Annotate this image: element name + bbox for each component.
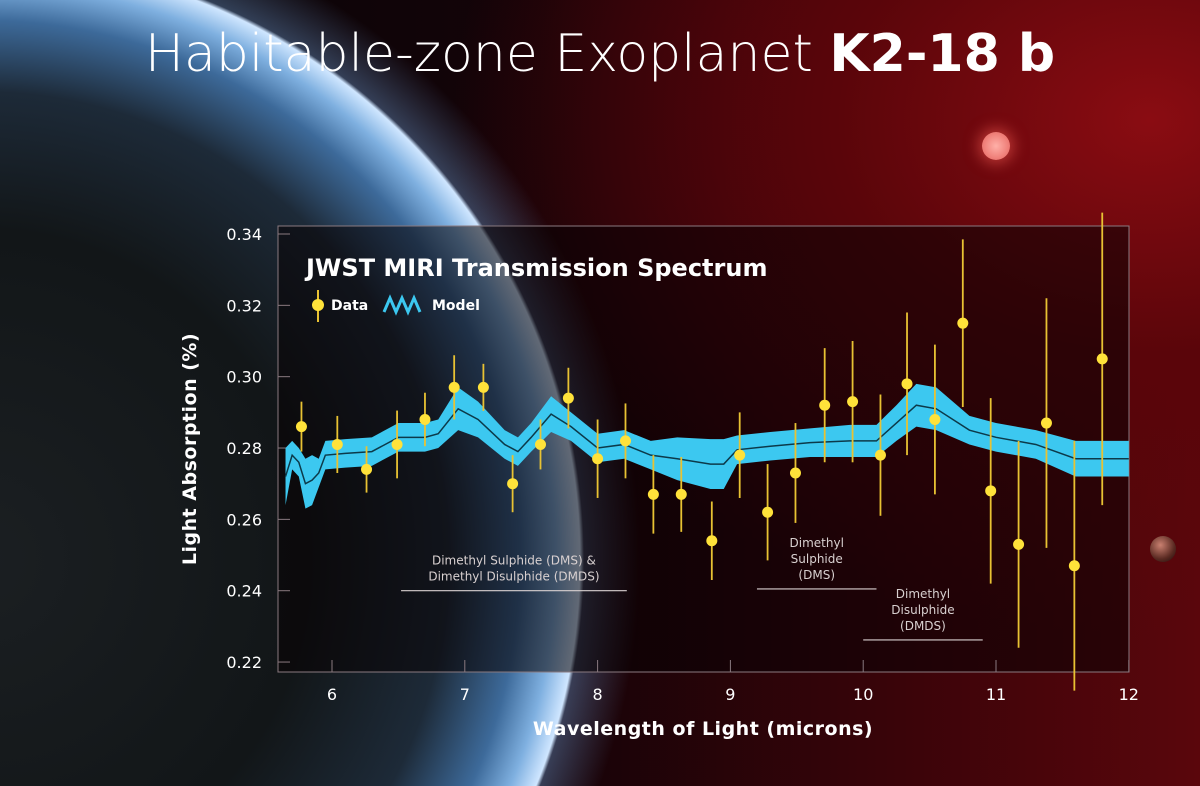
data-point — [789, 467, 801, 479]
data-point — [562, 392, 574, 404]
data-point — [1096, 353, 1108, 365]
data-point — [1013, 538, 1025, 550]
data-point — [391, 438, 403, 450]
data-point — [734, 449, 746, 461]
data-point — [1040, 417, 1052, 429]
annotation-label: Sulphide — [791, 552, 843, 566]
data-point — [847, 396, 859, 408]
data-point — [619, 435, 631, 447]
legend: Data Model — [312, 290, 480, 322]
small-planet — [1150, 536, 1176, 562]
data-point — [675, 488, 687, 500]
y-tick-label: 0.32 — [226, 296, 262, 315]
annotation-label: Dimethyl — [896, 587, 950, 601]
y-axis-label: Light Absorption (%) — [179, 333, 201, 565]
page-title: Habitable-zone Exoplanet K2-18 b — [0, 24, 1200, 84]
data-point — [901, 378, 913, 390]
data-point — [706, 535, 718, 547]
data-point — [929, 413, 941, 425]
y-tick-label: 0.22 — [226, 653, 262, 672]
x-axis-label: Wavelength of Light (microns) — [533, 718, 873, 740]
host-star — [982, 132, 1010, 160]
x-tick-label: 7 — [460, 685, 470, 704]
x-tick-label: 11 — [986, 685, 1006, 704]
x-tick-label: 8 — [593, 685, 603, 704]
data-point — [647, 488, 659, 500]
data-point — [1068, 560, 1080, 572]
y-tick-label: 0.26 — [226, 510, 262, 529]
data-point — [295, 421, 307, 433]
y-tick-label: 0.28 — [226, 439, 262, 458]
data-point — [874, 449, 886, 461]
x-tick-label: 10 — [853, 685, 873, 704]
title-bold: K2-18 b — [829, 24, 1056, 84]
data-point — [448, 381, 460, 393]
annotation-label: Dimethyl — [790, 536, 844, 550]
data-point — [957, 317, 969, 329]
data-point — [477, 381, 489, 393]
x-tick-label: 9 — [725, 685, 735, 704]
model-band — [285, 383, 1129, 509]
data-point — [361, 463, 373, 475]
annotation-label: Dimethyl Disulphide (DMDS) — [428, 570, 599, 584]
annotation-label: Disulphide — [891, 603, 954, 617]
data-point — [419, 413, 431, 425]
data-point — [762, 506, 774, 518]
annotation-label: Dimethyl Sulphide (DMS) & — [432, 554, 596, 568]
legend-model-label: Model — [432, 298, 480, 314]
chart-title: JWST MIRI Transmission Spectrum — [304, 254, 767, 282]
model-line — [284, 404, 1129, 485]
annotation-label: (DMDS) — [900, 619, 946, 633]
x-tick-label: 12 — [1119, 685, 1139, 704]
y-tick-label: 0.24 — [226, 582, 262, 601]
data-point — [985, 485, 997, 497]
legend-data-marker — [312, 299, 324, 311]
data-point — [534, 438, 546, 450]
legend-model-icon — [382, 294, 422, 316]
y-tick-label: 0.30 — [226, 368, 262, 387]
data-point — [819, 399, 831, 411]
annotation-label: (DMS) — [798, 568, 835, 582]
y-tick-label: 0.34 — [226, 225, 262, 244]
data-point — [592, 453, 604, 465]
data-point — [507, 478, 519, 490]
legend-data-label: Data — [331, 298, 368, 314]
x-tick-label: 6 — [327, 685, 337, 704]
data-point — [331, 438, 343, 450]
title-light: Habitable-zone Exoplanet — [144, 24, 813, 84]
